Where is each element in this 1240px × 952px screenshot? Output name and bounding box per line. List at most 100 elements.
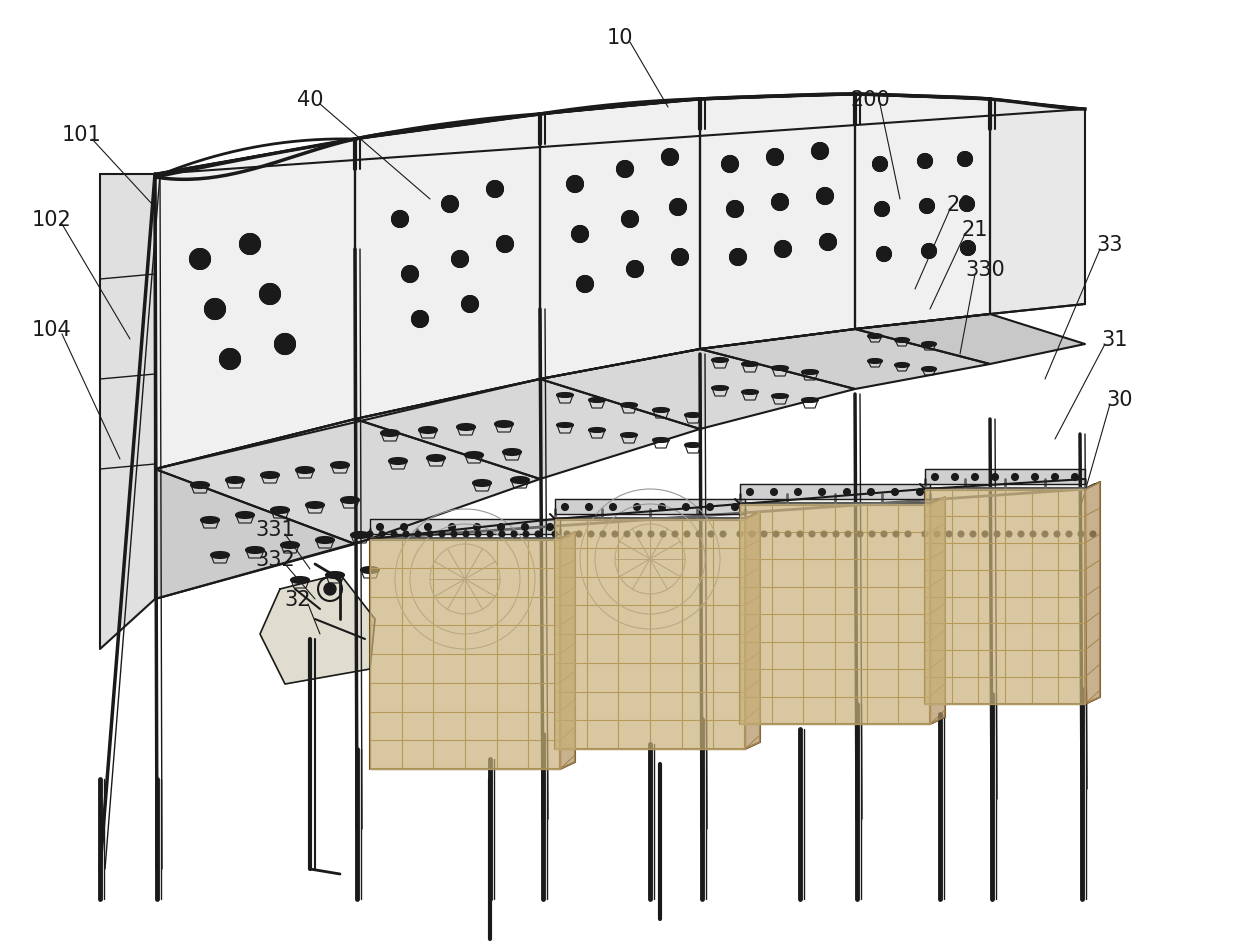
Ellipse shape [684,413,701,418]
Ellipse shape [331,463,348,468]
Circle shape [401,525,407,530]
Ellipse shape [211,552,229,559]
Circle shape [241,235,260,255]
Circle shape [869,531,875,538]
Ellipse shape [296,467,314,473]
Ellipse shape [557,393,573,398]
Ellipse shape [260,472,279,479]
Circle shape [708,531,714,538]
Circle shape [662,149,678,166]
Circle shape [275,335,295,355]
Text: 104: 104 [32,320,72,340]
Circle shape [992,474,998,481]
Circle shape [392,211,408,228]
Circle shape [857,531,863,538]
Text: 101: 101 [62,125,102,145]
Ellipse shape [246,547,264,553]
Polygon shape [930,498,945,724]
Circle shape [732,505,738,510]
Circle shape [453,251,467,268]
Circle shape [1018,531,1024,538]
Polygon shape [740,485,930,500]
Circle shape [367,531,373,538]
Circle shape [487,531,494,538]
Text: 330: 330 [965,260,1004,280]
Ellipse shape [306,503,324,508]
Circle shape [523,531,529,538]
Ellipse shape [427,455,445,462]
Text: 32: 32 [285,589,311,609]
Circle shape [746,489,753,495]
Ellipse shape [868,360,882,364]
Ellipse shape [923,367,936,371]
Circle shape [498,531,505,538]
Circle shape [487,182,503,198]
Circle shape [562,505,568,510]
Circle shape [577,531,582,538]
Ellipse shape [557,424,573,427]
Polygon shape [925,469,1085,485]
Circle shape [672,531,678,538]
Circle shape [660,531,666,538]
Text: 332: 332 [255,549,295,569]
Ellipse shape [712,359,728,363]
Circle shape [670,200,686,216]
Circle shape [683,505,689,510]
Circle shape [773,195,787,210]
Circle shape [820,235,836,250]
Ellipse shape [712,387,728,390]
Ellipse shape [923,343,936,347]
Polygon shape [740,505,930,724]
Ellipse shape [589,399,605,403]
Circle shape [618,162,632,178]
Ellipse shape [684,444,701,447]
Ellipse shape [802,399,818,403]
Circle shape [427,531,433,538]
Circle shape [379,531,384,538]
Ellipse shape [773,394,787,399]
Circle shape [1032,474,1038,481]
Circle shape [564,531,570,538]
Ellipse shape [621,433,637,438]
Circle shape [808,531,815,538]
Circle shape [875,203,889,217]
Polygon shape [260,574,374,684]
Circle shape [1012,474,1018,481]
Ellipse shape [802,370,818,374]
Circle shape [588,531,594,538]
Circle shape [920,200,934,214]
Ellipse shape [495,422,513,427]
Polygon shape [560,532,575,769]
Ellipse shape [326,572,343,579]
Circle shape [475,531,481,538]
Text: 200: 200 [851,89,890,109]
Circle shape [552,531,558,538]
Circle shape [812,144,828,160]
Ellipse shape [226,478,244,484]
Polygon shape [355,380,701,480]
Ellipse shape [895,364,909,367]
Circle shape [768,149,782,166]
Circle shape [324,584,336,595]
Circle shape [658,505,665,510]
Ellipse shape [201,518,219,524]
Circle shape [474,525,480,530]
Ellipse shape [868,335,882,339]
Text: 30: 30 [1107,389,1133,409]
Circle shape [425,525,432,530]
Circle shape [727,202,743,218]
Circle shape [567,177,583,193]
Circle shape [994,531,999,538]
Circle shape [1052,474,1058,481]
Circle shape [498,525,503,530]
Circle shape [649,531,653,538]
Polygon shape [990,100,1085,315]
Polygon shape [856,95,990,329]
Text: 10: 10 [606,28,634,48]
Ellipse shape [381,430,399,437]
Circle shape [451,531,458,538]
Circle shape [795,489,801,495]
Ellipse shape [621,404,637,407]
Text: 20: 20 [947,195,973,215]
Text: 31: 31 [1102,329,1128,349]
